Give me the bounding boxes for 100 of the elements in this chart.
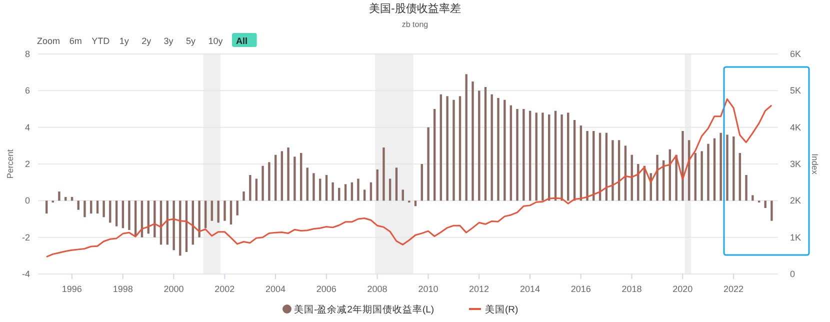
y2-tick-label: 5K	[790, 86, 802, 96]
bar	[427, 127, 430, 201]
bar	[90, 200, 92, 214]
bar	[465, 74, 468, 201]
bar	[115, 200, 118, 226]
bar	[172, 200, 175, 250]
bar	[745, 175, 748, 201]
text: 10y	[208, 36, 224, 46]
bar	[382, 148, 385, 201]
x-tick-label: 1998	[112, 284, 133, 294]
bar	[656, 154, 658, 201]
bar	[306, 168, 308, 201]
bar	[388, 178, 392, 201]
bar	[535, 112, 538, 201]
legend-label: 美国-盈余减2年期国债收益率(L)	[294, 304, 434, 316]
text: 6m	[69, 36, 82, 46]
bar	[77, 200, 80, 210]
bar	[770, 200, 773, 221]
bar	[713, 138, 716, 201]
bar	[154, 200, 156, 238]
bar	[720, 132, 722, 201]
bar	[294, 156, 296, 201]
bar	[198, 200, 200, 238]
bar	[414, 200, 417, 206]
text: 1y	[119, 36, 130, 46]
bar	[280, 151, 284, 201]
bar	[478, 90, 480, 201]
bar	[287, 148, 290, 201]
bar	[268, 162, 270, 201]
line-series	[46, 98, 772, 258]
bar	[210, 200, 214, 221]
x-tick-label: 2012	[469, 284, 490, 294]
bar	[109, 200, 112, 223]
x-tick-label: 2016	[570, 284, 591, 294]
x-tick-label: 2004	[265, 284, 286, 294]
y2-tick-label: 2K	[790, 196, 802, 206]
bar	[504, 100, 506, 201]
bar	[497, 98, 500, 201]
legend-label: 美国(R)	[485, 304, 518, 316]
bar	[446, 96, 448, 201]
y-tick-label: -4	[22, 269, 30, 279]
bar	[344, 184, 347, 201]
y-axis-title: Percent	[5, 148, 15, 179]
bar	[682, 131, 684, 201]
chart-title: 美国-股债收益率差	[369, 2, 461, 15]
bar	[560, 114, 563, 201]
bar	[675, 154, 678, 201]
bar	[204, 200, 207, 228]
y2-axis-title: Index	[810, 154, 820, 176]
bar	[490, 94, 493, 201]
bar	[472, 82, 474, 201]
x-tick-label: 2018	[622, 284, 642, 294]
bar	[274, 154, 277, 201]
bar	[255, 178, 258, 201]
x-tick-label: 2006	[316, 284, 336, 294]
bar	[357, 178, 360, 201]
bar	[230, 200, 232, 224]
bar	[134, 200, 137, 236]
y-tick-label: 8	[24, 49, 30, 59]
y2-tick-label: 1K	[790, 232, 802, 242]
bar	[376, 170, 378, 201]
bar	[84, 200, 86, 218]
bar	[707, 144, 710, 201]
bar	[516, 109, 518, 201]
bar	[764, 200, 766, 208]
bar	[128, 200, 130, 230]
bar	[312, 173, 315, 201]
y-tick-label: -2	[22, 232, 30, 242]
bar	[122, 200, 124, 228]
text: All	[236, 36, 248, 46]
bar	[402, 190, 404, 201]
bar	[249, 175, 252, 201]
bar	[300, 153, 302, 201]
bar	[433, 109, 436, 201]
text: 2y	[142, 36, 152, 46]
bar	[242, 192, 245, 201]
x-tick-label: 2014	[520, 284, 540, 294]
x-tick-label: 2022	[724, 284, 744, 294]
y2-tick-label: 4K	[790, 122, 802, 132]
bar	[332, 182, 334, 201]
x-tick-label: 2008	[367, 284, 388, 294]
text: Zoom	[37, 36, 60, 46]
bar	[458, 96, 462, 201]
bar	[726, 134, 728, 201]
x-tick-label: 2002	[214, 284, 235, 294]
bar	[510, 105, 512, 201]
text: 3y	[164, 36, 174, 46]
bar	[395, 168, 398, 201]
bar	[752, 195, 754, 201]
bar	[420, 164, 423, 201]
bar	[586, 131, 588, 201]
x-tick-label: 2010	[418, 284, 438, 294]
bar	[738, 153, 742, 201]
bar	[96, 200, 99, 214]
bar	[612, 140, 614, 201]
bar	[522, 109, 525, 201]
bar	[542, 112, 544, 201]
text: YTD	[92, 36, 110, 46]
y2-tick-label: 6K	[790, 49, 802, 59]
bar	[567, 112, 570, 201]
